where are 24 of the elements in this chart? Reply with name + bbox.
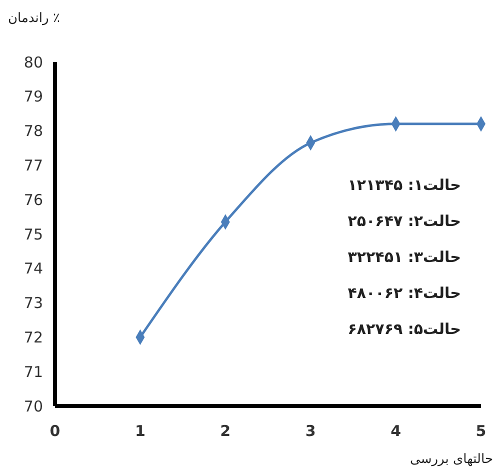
y-tick-label: 75 (24, 225, 43, 244)
y-tick-label: 73 (24, 294, 43, 312)
y-tick-label: 74 (24, 260, 43, 278)
y-tick-label: 80 (24, 53, 43, 72)
annotation: حالت۵: ۶۸۲۷۶۹ (348, 320, 461, 338)
x-tick-label: 1 (134, 422, 146, 440)
x-tick-label: 0 (50, 422, 60, 440)
annotation: حالت۳: ۳۲۲۴۵۱ (348, 248, 461, 266)
annotation: حالت۴: ۴۸۰۰۶۲ (348, 284, 461, 302)
y-tick-label: 79 (24, 88, 43, 106)
y-tick-label: 78 (24, 122, 43, 140)
y-tick-label: 72 (24, 328, 43, 346)
annotation: حالت۲: ۲۵۰۶۴۷ (348, 212, 461, 230)
y-tick-label: 76 (24, 190, 43, 209)
x-tick-label: 5 (476, 422, 486, 440)
y-axis-title: راندمان ٪ (8, 11, 60, 26)
y-tick-label: 77 (24, 156, 43, 174)
y-tick-label: 70 (24, 397, 43, 416)
x-tick-label: 2 (220, 422, 231, 440)
annotation: حالت۱: ۱۲۱۳۴۵ (348, 176, 461, 194)
x-tick-label: 4 (390, 422, 402, 440)
x-tick-label: 3 (305, 422, 316, 440)
y-tick-label: 71 (24, 362, 43, 381)
x-axis-title: حالتهای بررسی (410, 452, 493, 467)
